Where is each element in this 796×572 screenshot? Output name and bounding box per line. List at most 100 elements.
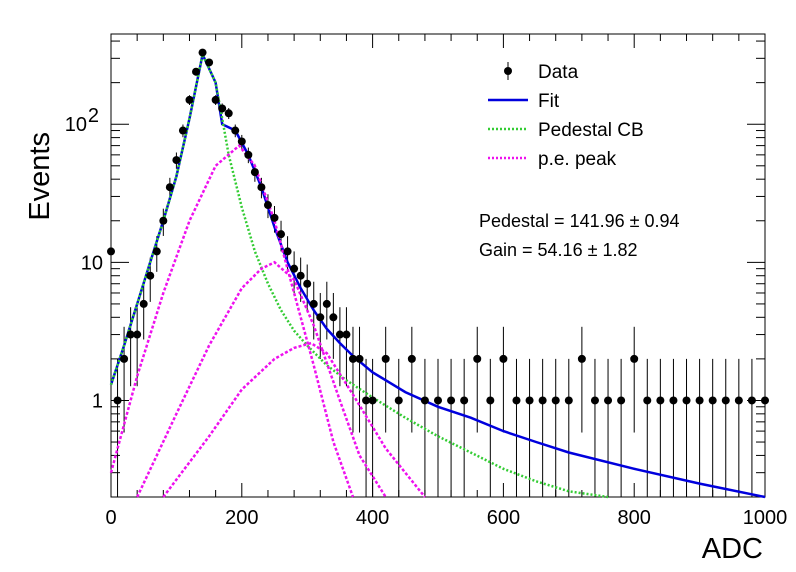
- legend-label: Fit: [538, 91, 560, 112]
- data-point: [296, 271, 305, 280]
- data-point: [237, 137, 246, 146]
- data-point: [630, 354, 639, 363]
- gain-annotation: Gain = 54.16 ± 1.82: [479, 240, 638, 260]
- data-point: [564, 396, 573, 405]
- data-point: [342, 330, 351, 339]
- y-axis-title: Events: [24, 132, 56, 221]
- data-point: [250, 168, 259, 177]
- data-point: [159, 216, 168, 225]
- data-point: [473, 354, 482, 363]
- y-tick-exponent: 2: [88, 105, 99, 127]
- data-point: [538, 396, 547, 405]
- data-point: [551, 396, 560, 405]
- y-tick-label: 10: [81, 252, 103, 274]
- data-point: [178, 126, 187, 135]
- curve-pedestal-cb: [109, 50, 609, 499]
- x-tick-label: 600: [487, 507, 520, 529]
- x-tick-label: 200: [225, 507, 258, 529]
- x-axis-title: ADC: [702, 533, 763, 565]
- data-point: [165, 183, 174, 192]
- data-point: [133, 330, 142, 339]
- curve-p-e-peak-1: [109, 143, 355, 498]
- data-point: [329, 313, 338, 322]
- data-point: [211, 95, 220, 104]
- data-point: [309, 299, 318, 308]
- data-point: [721, 396, 730, 405]
- data-point: [172, 156, 181, 165]
- data-point: [218, 104, 227, 113]
- data-point: [113, 396, 122, 405]
- data-point: [192, 67, 201, 76]
- legend-label: p.e. peak: [538, 149, 617, 170]
- error-bars: [110, 49, 766, 497]
- data-point: [290, 264, 299, 273]
- legend-label: Pedestal CB: [538, 120, 644, 141]
- data-point: [146, 271, 155, 280]
- data-point: [643, 396, 652, 405]
- y-tick-label: 1: [92, 390, 103, 412]
- data-point: [499, 354, 508, 363]
- data-point: [348, 354, 357, 363]
- fit-curves: [109, 50, 766, 499]
- data-point: [525, 396, 534, 405]
- data-point: [617, 396, 626, 405]
- data-point: [303, 279, 312, 288]
- curve-p-e-peak-2: [136, 260, 387, 498]
- data-point: [577, 354, 586, 363]
- legend-data-marker: [504, 67, 512, 75]
- data-point: [447, 396, 456, 405]
- x-tick-label: 1000: [743, 507, 788, 529]
- data-point: [224, 109, 233, 118]
- data-point: [604, 396, 613, 405]
- data-points: [107, 48, 769, 405]
- data-point: [126, 330, 135, 339]
- data-point: [355, 354, 364, 363]
- data-point: [695, 396, 704, 405]
- data-point: [257, 183, 266, 192]
- data-point: [185, 95, 194, 104]
- data-point: [322, 299, 331, 308]
- data-point: [152, 247, 161, 256]
- pedestal-annotation: Pedestal = 141.96 ± 0.94: [479, 211, 680, 231]
- data-point: [656, 396, 665, 405]
- data-point: [434, 396, 442, 405]
- data-point: [277, 230, 286, 239]
- data-point: [669, 396, 678, 405]
- data-point: [407, 354, 416, 363]
- data-point: [460, 396, 469, 405]
- data-point: [394, 396, 403, 405]
- data-point: [139, 299, 148, 308]
- curve-p-e-peak-3: [162, 341, 426, 498]
- data-point: [231, 126, 240, 135]
- data-point: [120, 354, 129, 363]
- data-point: [244, 150, 253, 159]
- data-point: [270, 213, 279, 222]
- data-point: [368, 396, 377, 405]
- x-tick-label: 0: [105, 507, 116, 529]
- data-point: [362, 396, 371, 405]
- y-tick-label: 10: [65, 114, 87, 136]
- data-point: [708, 396, 717, 405]
- data-point: [381, 354, 390, 363]
- data-point: [761, 396, 769, 405]
- data-point: [316, 313, 325, 322]
- data-point: [283, 247, 292, 256]
- legend-label: Data: [538, 62, 579, 83]
- data-point: [107, 247, 115, 256]
- x-tick-label: 400: [356, 507, 389, 529]
- data-point: [590, 396, 599, 405]
- data-point: [486, 396, 495, 405]
- legend: Data Fit Pedestal CB p.e. peak: [488, 62, 644, 170]
- data-point: [747, 396, 756, 405]
- data-point: [263, 201, 272, 210]
- data-point: [205, 58, 214, 67]
- data-point: [335, 330, 344, 339]
- x-tick-label: 800: [618, 507, 651, 529]
- data-point: [512, 396, 521, 405]
- data-point: [420, 396, 429, 405]
- data-point: [198, 48, 207, 57]
- curve-fit: [109, 50, 766, 499]
- data-point: [734, 396, 743, 405]
